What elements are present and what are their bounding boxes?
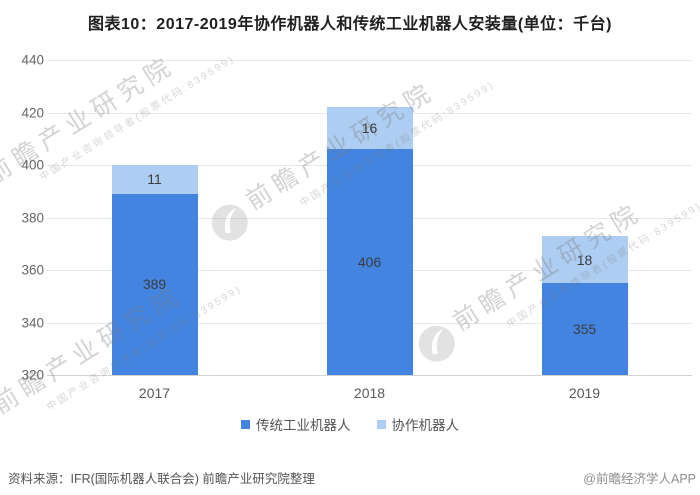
legend-item-traditional-robots: 传统工业机器人 (241, 414, 351, 434)
gridline-320 (47, 375, 692, 376)
bar-2017-traditional (111, 193, 198, 375)
data-source-text: 资料来源：IFR(国际机器人联合会) 前瞻产业研究院整理 (8, 472, 315, 486)
bar-value-2018-traditional: 406 (357, 254, 382, 271)
bar-2018-collaborative (326, 107, 413, 150)
legend: 传统工业机器人 协作机器人 (0, 414, 700, 434)
legend-swatch-traditional-robots (241, 419, 250, 429)
legend-item-collaborative-robots: 协作机器人 (376, 414, 460, 434)
x-tick-label-2018: 2018 (353, 385, 386, 401)
bar-value-2018-collaborative: 16 (361, 120, 378, 137)
y-tick-label-420: 420 (21, 105, 44, 120)
y-tick-label-380: 380 (21, 210, 44, 225)
legend-label-collaborative-robots: 协作机器人 (391, 418, 460, 433)
credit-text: @前瞻经济学人APP (583, 472, 696, 486)
legend-label-traditional-robots: 传统工业机器人 (256, 418, 351, 433)
y-tick-label-400: 400 (21, 157, 44, 173)
bar-value-2019-collaborative: 18 (576, 251, 593, 268)
footer: 资料来源：IFR(国际机器人联合会) 前瞻产业研究院整理 @前瞻经济学人APP (0, 468, 700, 487)
y-tick-label-360: 360 (21, 262, 44, 278)
x-tick-label-2017: 2017 (138, 385, 171, 401)
plot-area: 320 340 360 380 400 420 440 389 11 2017 406 16 2018 3… (21, 53, 692, 401)
y-tick-label-320: 320 (21, 367, 44, 383)
y-tick-label-440: 440 (21, 52, 44, 68)
bar-2017-collaborative (111, 165, 198, 194)
bar-2019-collaborative (541, 235, 628, 284)
bar-value-2019-traditional: 355 (572, 321, 597, 338)
bar-2019-traditional (541, 283, 628, 375)
legend-swatch-collaborative-robots (376, 419, 386, 429)
x-tick-label-2019: 2019 (568, 385, 601, 401)
chart-title: 图表10：2017-2019年协作机器人和传统工业机器人安装量(单位：千台) (88, 16, 612, 33)
bar-value-2017-collaborative: 11 (147, 171, 162, 188)
gridline-440 (47, 60, 692, 61)
y-tick-label-340: 340 (21, 315, 44, 330)
bar-2018-traditional (326, 149, 413, 375)
bar-value-2017-traditional: 389 (142, 276, 167, 293)
